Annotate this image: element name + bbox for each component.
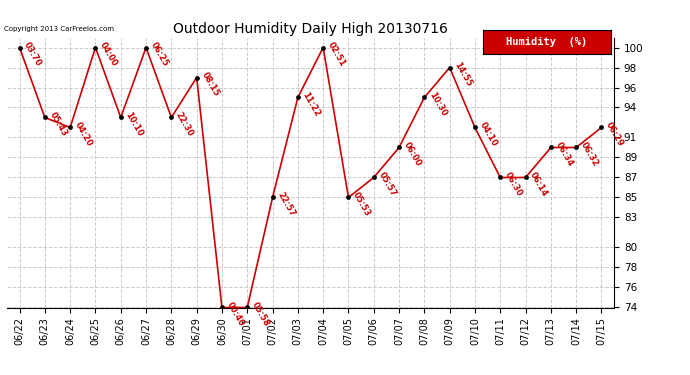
Text: 04:00: 04:00 xyxy=(98,40,119,68)
Point xyxy=(596,124,607,130)
Point xyxy=(571,144,582,150)
Title: Outdoor Humidity Daily High 20130716: Outdoor Humidity Daily High 20130716 xyxy=(173,22,448,36)
Text: 06:29: 06:29 xyxy=(604,120,625,148)
Point xyxy=(39,114,50,120)
Point xyxy=(14,45,25,51)
Text: 06:14: 06:14 xyxy=(529,170,549,198)
Text: Humidity  (%): Humidity (%) xyxy=(506,37,587,47)
Text: 06:25: 06:25 xyxy=(149,40,170,68)
Text: 06:00: 06:00 xyxy=(402,140,423,168)
Point xyxy=(217,304,228,310)
Text: 04:10: 04:10 xyxy=(477,120,499,148)
Point xyxy=(267,195,278,201)
Text: 05:53: 05:53 xyxy=(351,190,373,218)
Point xyxy=(495,174,506,180)
Point xyxy=(191,75,202,81)
Point xyxy=(419,94,430,100)
Point xyxy=(317,45,328,51)
Point xyxy=(520,174,531,180)
Point xyxy=(90,45,101,51)
Text: 06:34: 06:34 xyxy=(553,140,575,168)
Point xyxy=(469,124,480,130)
Point xyxy=(343,195,354,201)
Point xyxy=(141,45,152,51)
Point xyxy=(393,144,404,150)
Text: 08:15: 08:15 xyxy=(199,70,221,98)
Point xyxy=(444,64,455,70)
Text: 14:55: 14:55 xyxy=(453,60,473,88)
Text: 03:70: 03:70 xyxy=(22,40,43,68)
Text: 05:57: 05:57 xyxy=(377,170,397,198)
Point xyxy=(368,174,380,180)
Text: 04:20: 04:20 xyxy=(73,120,94,148)
Text: 10:10: 10:10 xyxy=(124,110,145,138)
Point xyxy=(545,144,556,150)
Text: 02:51: 02:51 xyxy=(326,40,347,68)
Point xyxy=(241,304,253,310)
Text: 05:58: 05:58 xyxy=(250,300,271,328)
Text: 05:43: 05:43 xyxy=(48,110,69,138)
Point xyxy=(166,114,177,120)
Text: 11:22: 11:22 xyxy=(301,90,322,118)
Point xyxy=(293,94,304,100)
Text: 22:30: 22:30 xyxy=(174,110,195,138)
Text: 00:40: 00:40 xyxy=(225,300,246,328)
Text: 10:30: 10:30 xyxy=(427,90,449,118)
Text: 06:32: 06:32 xyxy=(579,140,600,168)
Point xyxy=(115,114,126,120)
Text: 06:30: 06:30 xyxy=(503,170,524,198)
Text: Copyright 2013 CarFreeIos.com: Copyright 2013 CarFreeIos.com xyxy=(4,26,114,32)
Point xyxy=(65,124,76,130)
Text: 22:57: 22:57 xyxy=(275,190,297,218)
